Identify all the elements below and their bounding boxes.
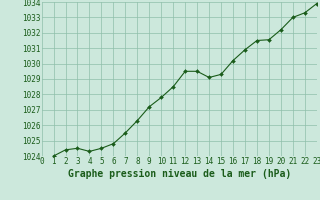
X-axis label: Graphe pression niveau de la mer (hPa): Graphe pression niveau de la mer (hPa) (68, 169, 291, 179)
